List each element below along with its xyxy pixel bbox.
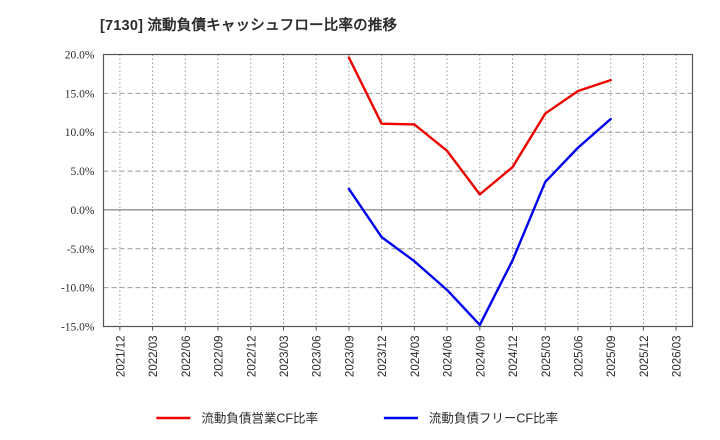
y-axis-tick-label: 20.0% [65, 50, 95, 62]
series-line-2 [347, 117, 612, 327]
x-axis-tick-labels: 2021/12 2022/03 2022/06 2022/09 2022/12 2023/… [115, 326, 684, 378]
y-axis-tick-label: -10.0% [61, 283, 95, 295]
x-axis-tick-label: 2025/03 [541, 336, 553, 378]
x-axis-tick-label: 2024/03 [410, 336, 422, 378]
y-axis-tick-label: 5.0% [71, 166, 95, 178]
y-axis-tick-label: 10.0% [65, 127, 95, 139]
series-lines [347, 56, 612, 327]
x-axis-tick-label: 2022/06 [181, 336, 193, 378]
x-axis-tick-label: 2023/03 [279, 336, 291, 378]
series-line-1 [347, 56, 612, 196]
x-axis-tick-label: 2023/09 [344, 336, 356, 378]
x-axis-tick-label: 2024/09 [475, 336, 487, 378]
y-axis-tick-label: -5.0% [67, 244, 95, 256]
x-axis-tick-label: 2022/03 [148, 336, 160, 378]
x-axis-tick-label: 2023/12 [377, 336, 389, 378]
x-axis-tick-label: 2024/12 [508, 336, 520, 378]
plot-border [102, 53, 694, 328]
y-axis-tick-label: 15.0% [65, 88, 95, 100]
y-axis-tick-label: 0.0% [71, 205, 95, 217]
x-axis-tick-label: 2024/06 [443, 336, 455, 378]
y-axis-tick-label: -15.0% [61, 322, 95, 334]
page-title: [7130] 流動負債キャッシュフロー比率の推移 [100, 18, 398, 34]
x-axis-tick-label: 2025/09 [606, 336, 618, 378]
x-axis-tick-label: 2025/06 [573, 336, 585, 378]
legend-label-1: 流動負債営業CF比率 [201, 411, 318, 426]
y-axis-tick-labels: 20.0% 15.0% 10.0% 5.0% 0.0% -5.0% -10.0% -15.0% [61, 50, 95, 334]
chart-legend: 流動負債営業CF比率 流動負債フリーCF比率 [156, 411, 558, 426]
legend-label-2: 流動負債フリーCF比率 [429, 411, 558, 426]
plot-frame [102, 53, 694, 328]
x-axis-tick-label: 2026/03 [672, 336, 684, 378]
x-axis-tick-label: 2023/06 [312, 336, 324, 378]
x-axis-tick-label: 2022/09 [214, 336, 226, 378]
x-axis-tick-label: 2022/12 [246, 336, 258, 378]
grid-lines [103, 54, 693, 327]
x-axis-tick-label: 2021/12 [115, 336, 127, 378]
x-axis-tick-label: 2025/12 [639, 336, 651, 378]
